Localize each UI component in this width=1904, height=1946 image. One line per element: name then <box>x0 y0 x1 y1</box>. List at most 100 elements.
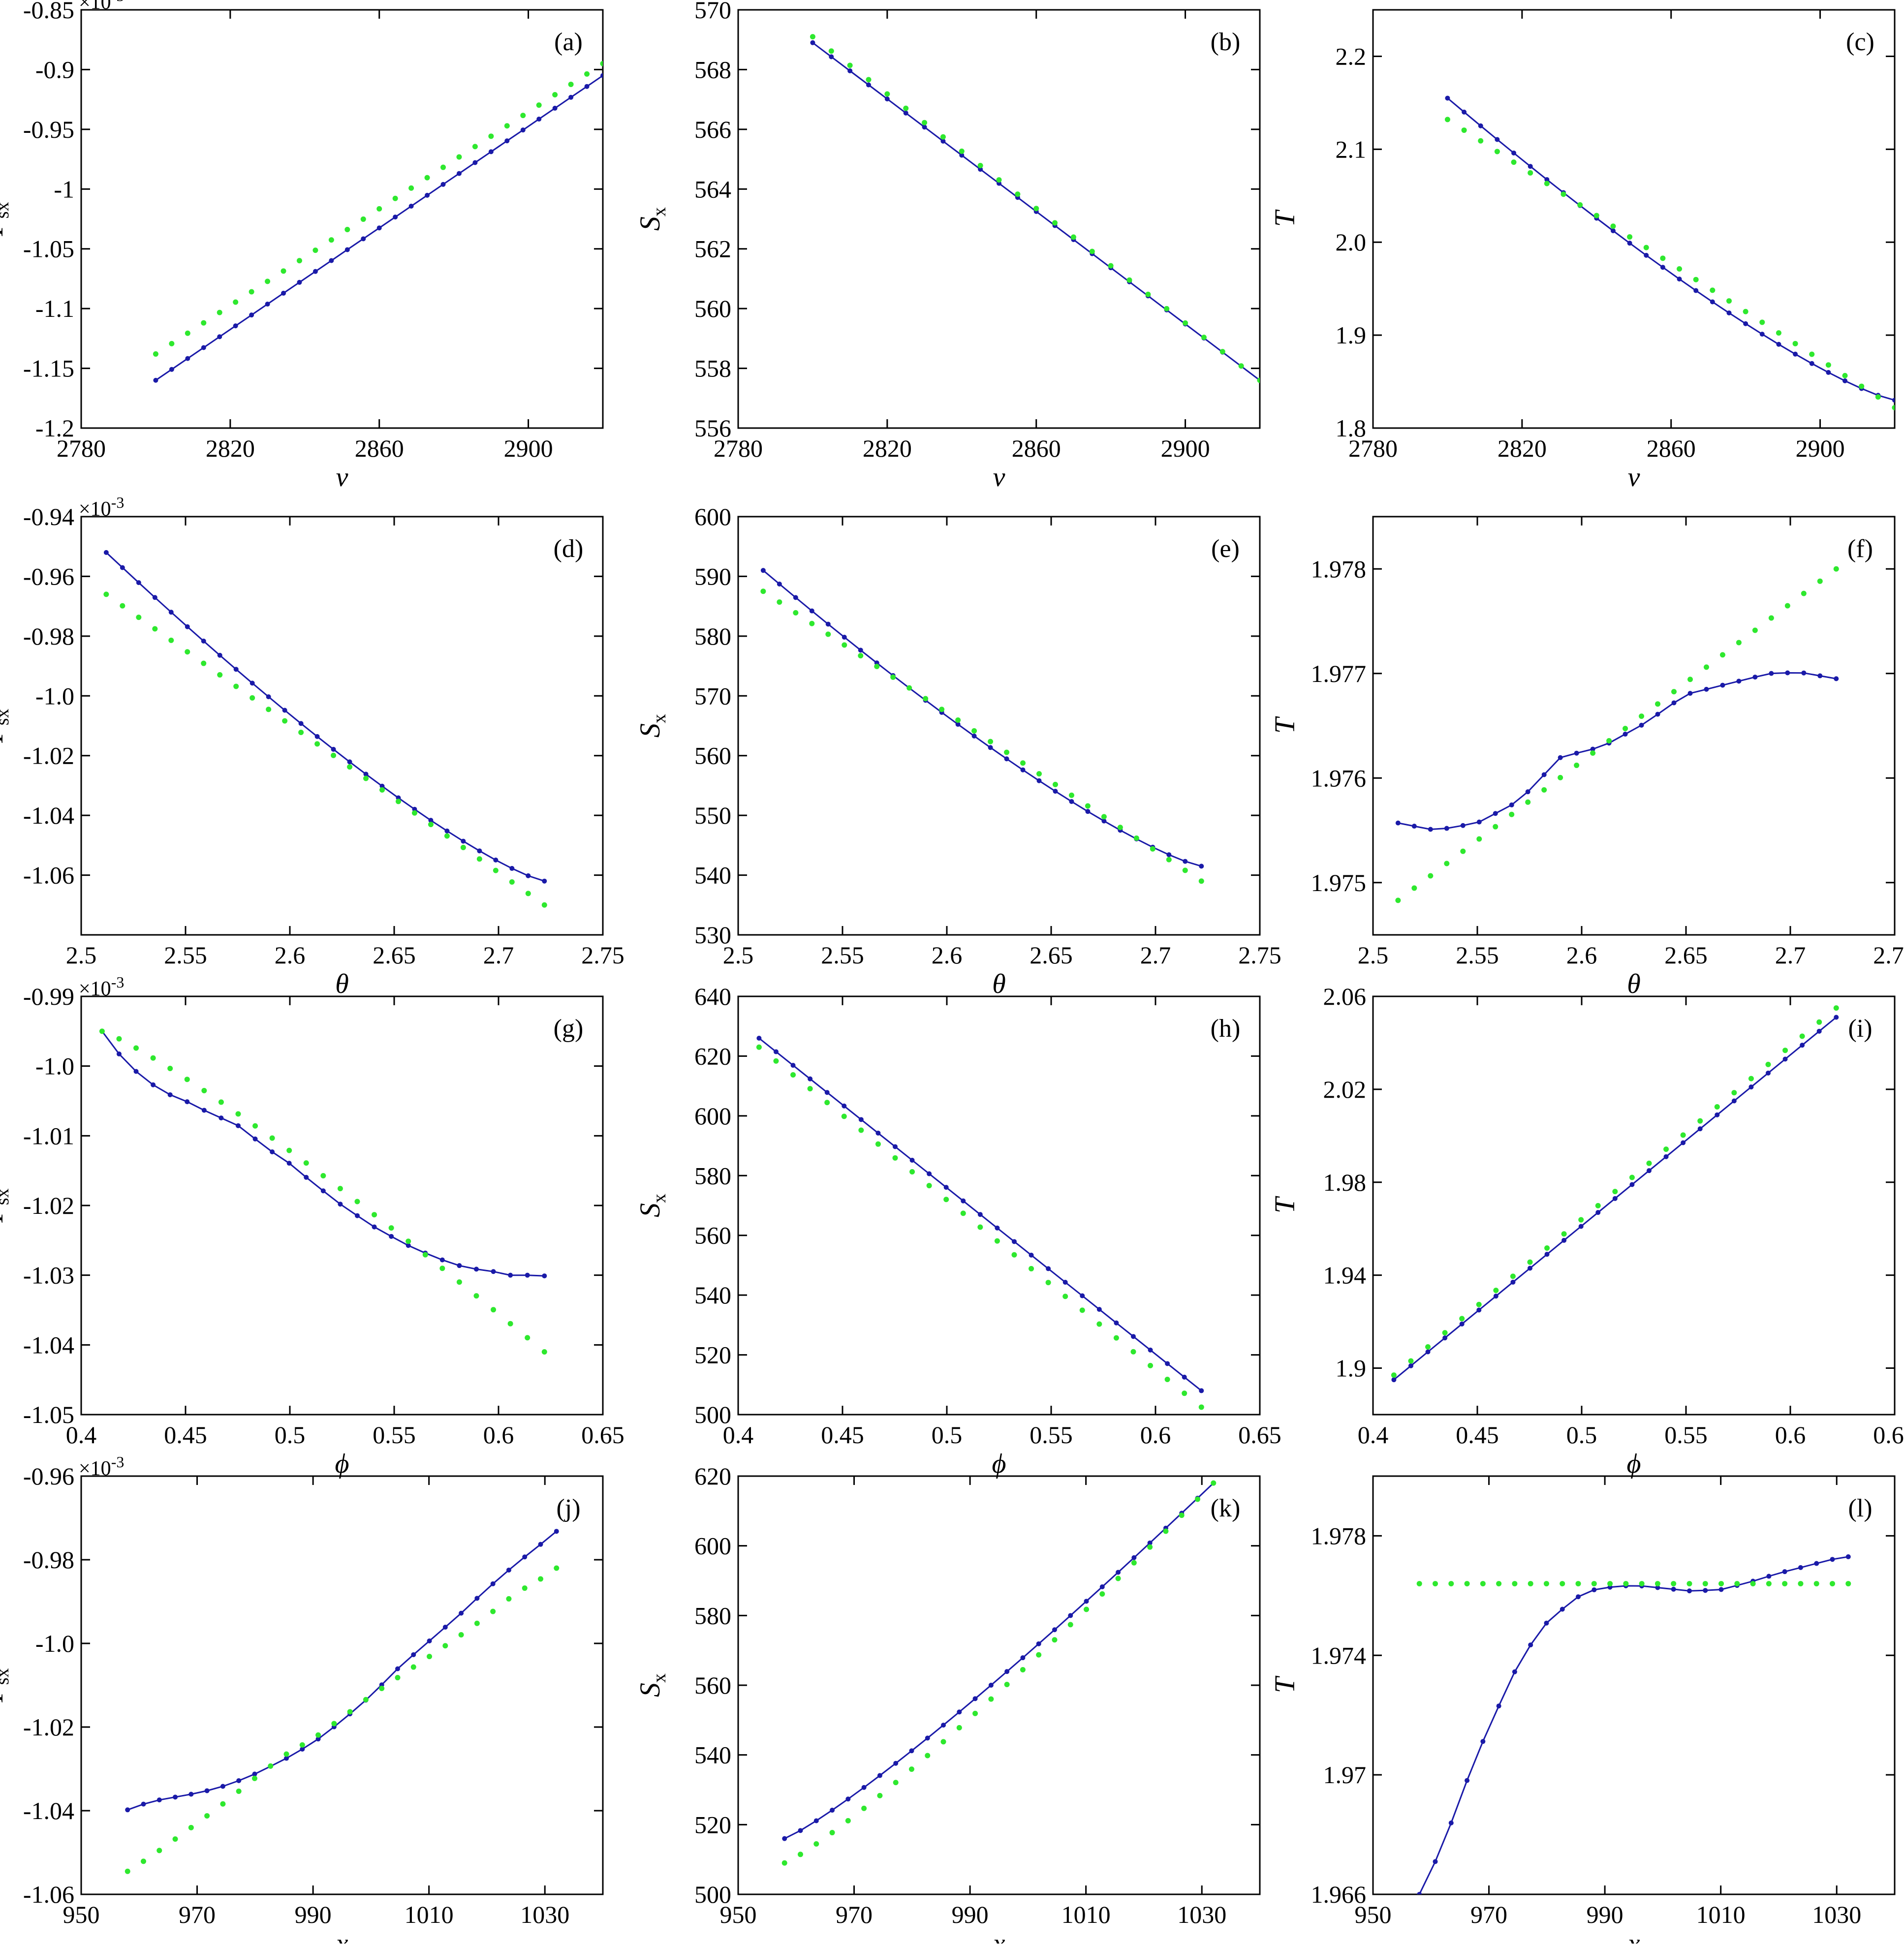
blue-point <box>1655 1585 1660 1590</box>
green-point <box>1845 1581 1851 1587</box>
blue-point <box>1560 1606 1565 1612</box>
blue-point <box>1830 1557 1835 1562</box>
blue-point <box>552 105 558 111</box>
y-tick-label: -0.98 <box>23 622 74 650</box>
blue-point <box>1671 700 1677 706</box>
blue-point <box>1199 1388 1204 1393</box>
blue-point <box>892 1144 898 1149</box>
green-point <box>798 1852 804 1857</box>
green-point <box>1833 566 1839 572</box>
blue-point <box>185 1099 190 1105</box>
blue-point <box>808 1076 813 1081</box>
x-tick-label: 2860 <box>1647 434 1696 462</box>
green-point <box>1108 263 1114 269</box>
green-point <box>1179 1513 1185 1518</box>
blue-point <box>173 1794 178 1800</box>
y-tick-label: 1.966 <box>1311 1881 1367 1908</box>
green-point <box>1085 803 1091 809</box>
green-point <box>456 154 462 160</box>
green-point <box>337 1186 343 1192</box>
green-point <box>379 1685 385 1691</box>
blue-point <box>1798 1565 1803 1570</box>
blue-point <box>777 581 782 587</box>
x-tick-label: 970 <box>179 1901 216 1928</box>
green-point <box>1731 1090 1737 1096</box>
panel-h: 0.4 0.45 0.5 0.55 0.6 0.65 500 520 540 560 580 600 6… <box>634 983 1281 1479</box>
blue-point <box>411 1652 416 1657</box>
blue-point <box>1814 1561 1819 1566</box>
green-point <box>1875 394 1881 400</box>
blue-point <box>1459 1321 1465 1327</box>
blue-point <box>477 848 482 854</box>
blue-point <box>504 138 510 144</box>
green-point <box>507 1321 513 1327</box>
green-point <box>977 1224 983 1230</box>
x-tick-label: 0.55 <box>1664 1421 1708 1449</box>
green-point <box>537 1576 543 1582</box>
blue-point <box>1715 1112 1720 1117</box>
blue-point <box>554 1529 559 1534</box>
green-point <box>1663 1146 1669 1152</box>
blue-point <box>1182 1374 1187 1380</box>
x-tick-label: 2900 <box>504 434 553 462</box>
panel-label: (j) <box>556 1494 580 1522</box>
panel-label: (k) <box>1211 1494 1241 1522</box>
green-point <box>424 175 430 181</box>
green-point <box>218 1099 224 1105</box>
blue-point <box>120 565 125 570</box>
green-point <box>1825 362 1831 368</box>
green-point <box>1442 1330 1448 1336</box>
y-tick-label: -1.2 <box>35 414 74 442</box>
x-tick-label: 990 <box>295 1901 332 1928</box>
blue-point <box>297 279 302 285</box>
green-point <box>1710 287 1716 293</box>
green-point <box>1544 181 1550 186</box>
blue-point <box>988 745 993 750</box>
green-point <box>1646 1160 1652 1166</box>
blue-point <box>1428 827 1433 832</box>
blue-point <box>793 595 798 600</box>
x-tick-label: 0.6 <box>483 1421 514 1449</box>
y-tick-label: 1.9 <box>1336 1355 1367 1382</box>
blue-point <box>972 1696 978 1701</box>
blue-point <box>201 345 206 350</box>
green-point <box>996 177 1002 183</box>
green-point <box>1734 1581 1740 1587</box>
blue-point <box>1525 789 1530 795</box>
green-point <box>328 237 334 243</box>
green-point <box>877 1792 883 1798</box>
blue-point <box>1561 1237 1567 1243</box>
axes-frame <box>80 9 604 429</box>
blue-point <box>1448 1820 1454 1825</box>
blue-point <box>1558 755 1563 760</box>
green-point <box>1595 1203 1601 1208</box>
green-point <box>1089 248 1095 254</box>
green-point <box>1444 117 1450 123</box>
blue-point <box>372 1224 377 1230</box>
panel-a: 2780 2820 2860 2900 -1.2 -1.15 -1.1 -1.05 -1 -0.9… <box>0 0 604 493</box>
plot-area <box>125 1529 560 1874</box>
green-point <box>1578 1217 1584 1223</box>
blue-point <box>442 1625 448 1630</box>
blue-point <box>141 1801 146 1807</box>
blue-point <box>957 1709 962 1715</box>
blue-point <box>456 171 462 176</box>
blue-point <box>315 1736 321 1742</box>
blue-point <box>1801 670 1807 676</box>
blue-point <box>927 1171 932 1176</box>
green-point <box>1892 404 1895 410</box>
blue-point <box>363 772 369 777</box>
green-point <box>150 1055 156 1061</box>
blue-point <box>526 873 531 878</box>
blue-point <box>875 1130 881 1136</box>
blue-point <box>425 192 430 198</box>
x-tick-label: 0.4 <box>723 1421 754 1449</box>
blue-point <box>925 1735 930 1741</box>
blue-point <box>961 1198 966 1204</box>
y-tick-label: 2.06 <box>1323 983 1367 1010</box>
green-point <box>1671 689 1677 695</box>
blue-point <box>1080 1293 1085 1298</box>
panel-b: 2780 2820 2860 2900 556 558 560 562 564 566 568 570… <box>634 0 1261 493</box>
blue-point <box>1800 1043 1805 1048</box>
green-point <box>184 1077 190 1082</box>
